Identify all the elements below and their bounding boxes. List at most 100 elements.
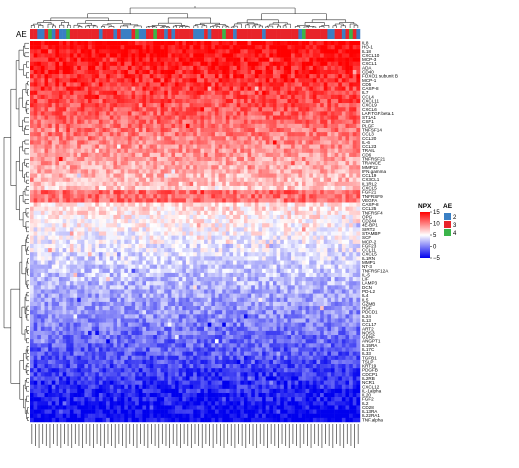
heatmap-cell: [226, 169, 230, 173]
heatmap-cell: [237, 116, 241, 120]
heatmap-cell: [113, 103, 117, 107]
heatmap-cell: [92, 45, 96, 49]
heatmap-cell: [103, 45, 107, 49]
heatmap-cell: [353, 78, 357, 82]
heatmap-cell: [168, 186, 172, 190]
heatmap-cell: [248, 169, 252, 173]
heatmap-cell: [302, 182, 306, 186]
heatmap-cell: [200, 149, 204, 153]
heatmap-cell: [110, 53, 114, 57]
heatmap-cell: [70, 107, 74, 111]
heatmap-cell: [175, 78, 179, 82]
heatmap-cell: [219, 182, 223, 186]
heatmap-cell: [175, 58, 179, 62]
heatmap-cell: [244, 87, 248, 91]
heatmap-cell: [142, 140, 146, 144]
heatmap-cell: [269, 124, 273, 128]
heatmap-cell: [171, 161, 175, 165]
annotation-cell: [124, 29, 128, 39]
heatmap-cell: [298, 182, 302, 186]
heatmap-cell: [132, 107, 136, 111]
heatmap-cell: [229, 186, 233, 190]
heatmap-cell: [164, 116, 168, 120]
heatmap-cell: [316, 165, 320, 169]
heatmap-cell: [132, 140, 136, 144]
heatmap-cell: [338, 140, 342, 144]
heatmap-cell: [258, 58, 262, 62]
annotation-cell: [222, 29, 226, 39]
heatmap-cell: [309, 198, 313, 202]
heatmap-cell: [52, 70, 56, 74]
heatmap-cell: [277, 107, 281, 111]
heatmap-cell: [335, 203, 339, 207]
annotation-track-label: AE: [16, 30, 27, 39]
heatmap-cell: [266, 91, 270, 95]
heatmap-cell: [335, 223, 339, 227]
heatmap-cell: [135, 95, 139, 99]
heatmap-cell: [277, 161, 281, 165]
heatmap-cell: [309, 111, 313, 115]
heatmap-cell: [338, 91, 342, 95]
heatmap-cell: [277, 41, 281, 45]
heatmap-cell: [237, 182, 241, 186]
heatmap-cell: [320, 198, 324, 202]
heatmap-cell: [55, 182, 59, 186]
heatmap-cell: [295, 58, 299, 62]
heatmap-cell: [30, 186, 34, 190]
heatmap-cell: [335, 120, 339, 124]
annotation-cell: [84, 29, 88, 39]
heatmap-cell: [81, 103, 85, 107]
heatmap-cell: [41, 41, 45, 45]
heatmap-cell: [186, 62, 190, 66]
heatmap-cell: [306, 116, 310, 120]
heatmap-cell: [48, 103, 52, 107]
heatmap-cell: [248, 194, 252, 198]
heatmap-cell: [52, 232, 56, 236]
heatmap-cell: [45, 211, 49, 215]
heatmap-cell: [37, 66, 41, 70]
heatmap-cell: [171, 149, 175, 153]
heatmap-cell: [298, 116, 302, 120]
heatmap-cell: [146, 140, 150, 144]
heatmap-cell: [128, 99, 132, 103]
heatmap-cell: [356, 178, 360, 182]
heatmap-cell: [88, 190, 92, 194]
heatmap-cell: [124, 45, 128, 49]
heatmap-cell: [211, 207, 215, 211]
heatmap-cell: [103, 211, 107, 215]
heatmap-cell: [164, 227, 168, 231]
heatmap-cell: [117, 87, 121, 91]
heatmap-cell: [117, 223, 121, 227]
heatmap-cell: [179, 215, 183, 219]
heatmap-cell: [255, 78, 259, 82]
heatmap-cell: [309, 215, 313, 219]
heatmap-cell: [34, 49, 38, 53]
heatmap-cell: [313, 178, 317, 182]
heatmap-cell: [208, 215, 212, 219]
heatmap-cell: [273, 149, 277, 153]
heatmap-cell: [316, 124, 320, 128]
heatmap-cell: [124, 91, 128, 95]
heatmap-cell: [208, 182, 212, 186]
heatmap-cell: [37, 41, 41, 45]
heatmap-cell: [45, 207, 49, 211]
heatmap-cell: [266, 207, 270, 211]
heatmap-cell: [186, 66, 190, 70]
heatmap-cell: [309, 124, 313, 128]
heatmap-cell: [284, 182, 288, 186]
heatmap-cell: [59, 232, 63, 236]
heatmap-cell: [277, 62, 281, 66]
heatmap-cell: [52, 149, 56, 153]
heatmap-cell: [287, 124, 291, 128]
heatmap-cell: [135, 145, 139, 149]
heatmap-cell: [110, 41, 114, 45]
heatmap-cell: [200, 182, 204, 186]
heatmap-cell: [59, 136, 63, 140]
heatmap-cell: [215, 49, 219, 53]
heatmap-cell: [219, 174, 223, 178]
heatmap-cell: [132, 157, 136, 161]
heatmap-cell: [88, 153, 92, 157]
heatmap-cell: [262, 99, 266, 103]
heatmap-cell: [266, 198, 270, 202]
heatmap-cell: [81, 78, 85, 82]
